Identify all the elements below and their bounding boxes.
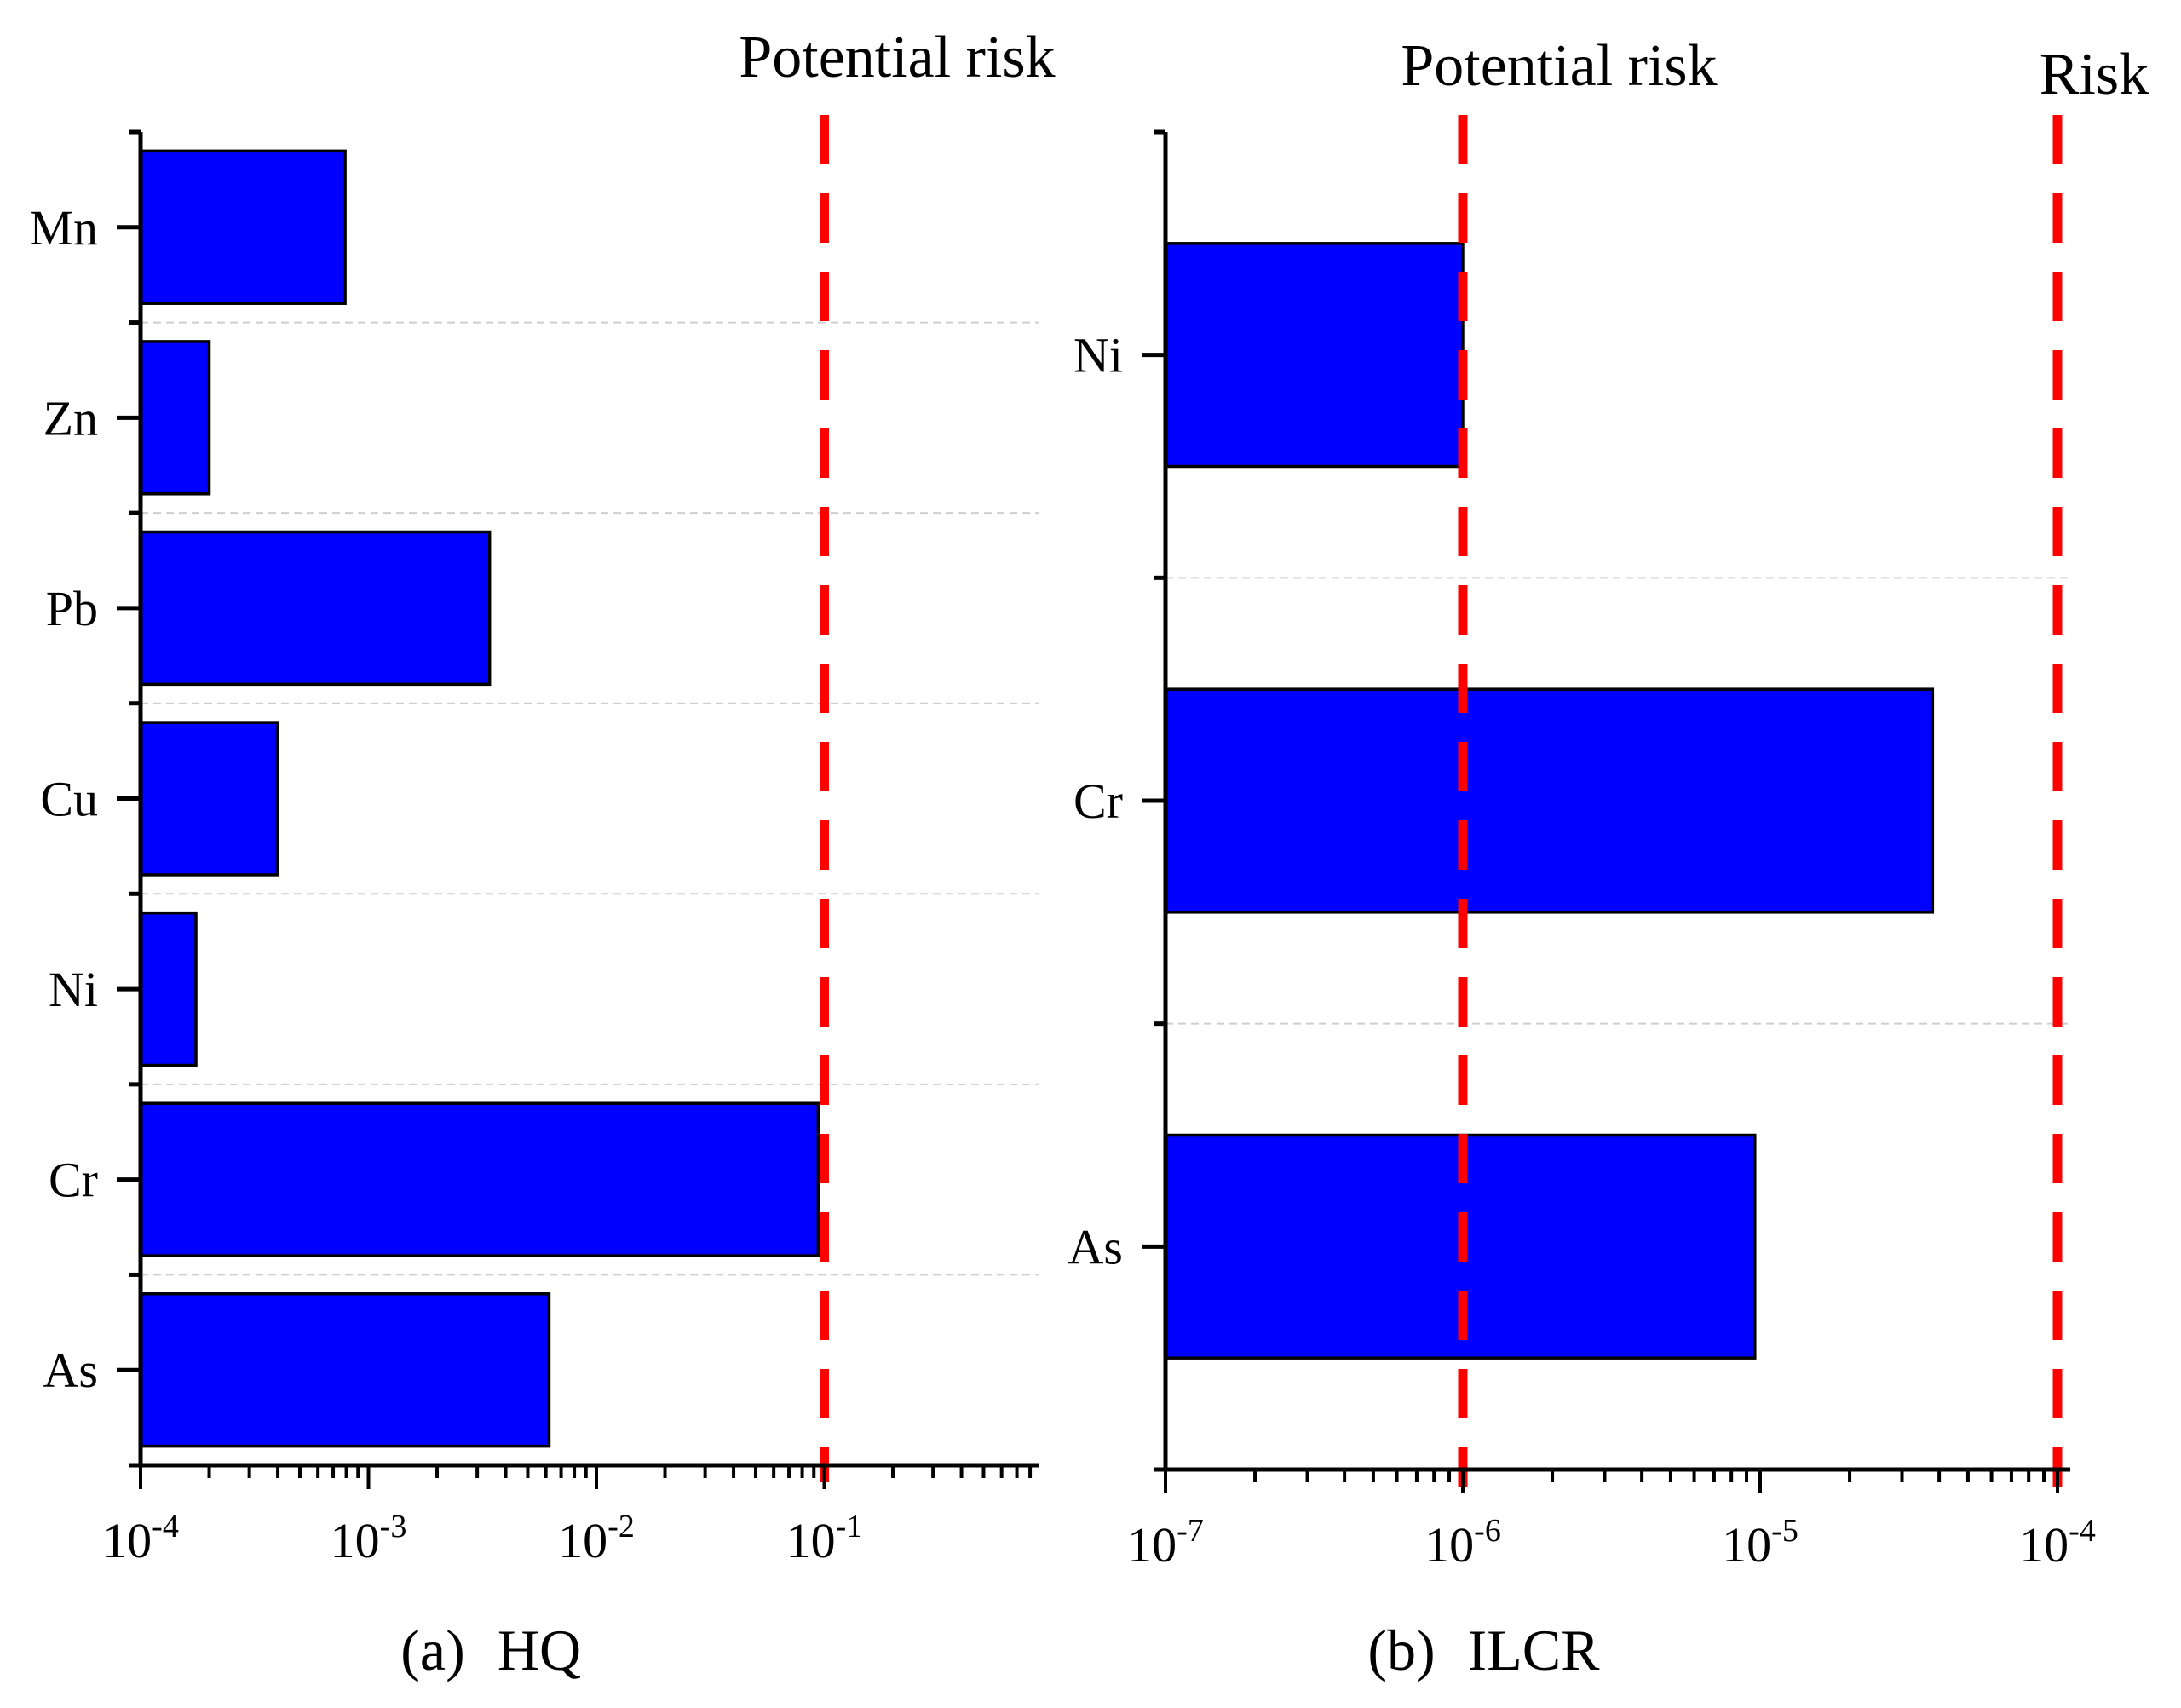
bar-mn <box>139 149 347 305</box>
bar-cr <box>139 1101 820 1257</box>
x-axis-title: ILCR <box>1468 1618 1601 1682</box>
reference-label-potential-risk: Potential risk <box>1401 33 1717 99</box>
bar-pb <box>139 530 492 687</box>
category-label-cr: Cr <box>49 1153 98 1208</box>
category-label-cu: Cu <box>40 772 98 827</box>
reference-label-risk: Risk <box>2040 42 2149 107</box>
x-axis-title: HQ <box>498 1618 581 1682</box>
x-tick-base: 10 <box>786 1513 836 1568</box>
bar-cu <box>139 721 279 877</box>
x-tick-base: 10 <box>331 1513 380 1568</box>
x-tick-exponent: -3 <box>380 1509 407 1544</box>
x-tick-base: 10 <box>2019 1517 2069 1573</box>
x-tick-base: 10 <box>558 1513 607 1568</box>
bar-cr <box>1164 687 1935 914</box>
category-label-cr: Cr <box>1073 773 1123 829</box>
category-label-zn: Zn <box>43 390 98 446</box>
category-label-ni: Ni <box>49 962 98 1017</box>
x-tick-label: 10-4 <box>102 1509 179 1568</box>
category-label-ni: Ni <box>1073 328 1123 383</box>
x-tick-label: 10-4 <box>2019 1513 2096 1573</box>
category-label-mn: Mn <box>29 200 98 256</box>
x-tick-label: 10-7 <box>1127 1513 1204 1573</box>
x-tick-base: 10 <box>102 1513 152 1568</box>
x-tick-label: 10-3 <box>331 1509 407 1568</box>
x-tick-exponent: -7 <box>1177 1513 1204 1549</box>
x-tick-exponent: -5 <box>1771 1513 1798 1549</box>
reference-label-potential-risk: Potential risk <box>739 25 1055 90</box>
x-tick-label: 10-1 <box>786 1509 863 1568</box>
x-tick-exponent: -4 <box>152 1509 179 1544</box>
x-tick-exponent: -2 <box>607 1509 635 1544</box>
x-tick-base: 10 <box>1722 1517 1771 1573</box>
bar-as <box>139 1292 551 1448</box>
x-tick-base: 10 <box>1424 1517 1474 1573</box>
bar-ni <box>1164 242 1465 469</box>
category-label-as: As <box>1068 1219 1123 1274</box>
x-tick-label: 10-5 <box>1722 1513 1798 1573</box>
bar-ni <box>139 911 198 1067</box>
x-tick-exponent: -6 <box>1474 1513 1501 1549</box>
category-label-as: As <box>43 1343 98 1398</box>
x-tick-exponent: -1 <box>836 1509 863 1544</box>
x-tick-label: 10-2 <box>558 1509 635 1568</box>
x-tick-exponent: -4 <box>2069 1513 2096 1549</box>
category-label-pb: Pb <box>46 581 98 636</box>
panel-label: (a) <box>400 1618 464 1682</box>
panel-label: (b) <box>1367 1618 1435 1682</box>
x-tick-base: 10 <box>1127 1517 1177 1573</box>
x-tick-label: 10-6 <box>1424 1513 1501 1573</box>
bar-zn <box>139 340 211 496</box>
